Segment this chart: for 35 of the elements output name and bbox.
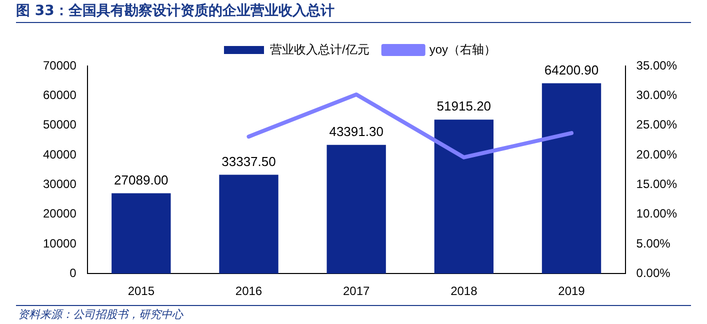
- bar: [326, 144, 386, 274]
- text: 资料来源：公司招股书，研究中心: [18, 307, 183, 322]
- chart-title: 图 33：全国具有勘察设计资质的企业营业收入总计: [16, 2, 334, 20]
- y2-tick-label: 30.00%: [636, 88, 678, 102]
- y-tick-label: 40000: [42, 147, 77, 162]
- y-tick-label: 20000: [42, 206, 77, 221]
- x-tick-label: 2017: [342, 284, 370, 298]
- bar: [542, 83, 602, 274]
- y-tick-label: 0: [70, 266, 77, 280]
- y2-tick-label: 5.00%: [636, 236, 671, 250]
- data-label: 64200.90: [544, 62, 599, 78]
- bar: [219, 174, 278, 274]
- y2-tick-label: 35.00%: [636, 58, 678, 72]
- y-tick-label: 70000: [42, 58, 77, 72]
- data-label: 51915.20: [436, 98, 492, 114]
- x-tick-label: 2018: [450, 284, 478, 298]
- legend-label: 营业收入总计/亿元: [270, 42, 370, 56]
- bar: [112, 193, 171, 274]
- data-label: 33337.50: [222, 154, 276, 169]
- y2-tick-label: 10.00%: [636, 206, 678, 221]
- data-label: 43391.30: [329, 124, 384, 139]
- y-tick-label: 30000: [42, 176, 77, 191]
- x-tick-label: 2016: [235, 284, 262, 298]
- y2-tick-label: 20.00%: [636, 147, 678, 162]
- y-tick-label: 10000: [42, 236, 77, 250]
- x-tick-label: 2015: [128, 284, 155, 298]
- y-tick-label: 50000: [42, 118, 77, 132]
- legend-label: yoy（右轴）: [429, 42, 496, 56]
- y2-tick-label: 0.00%: [636, 266, 671, 280]
- x-tick-label: 2019: [558, 284, 586, 298]
- y2-tick-label: 15.00%: [636, 176, 678, 191]
- y2-tick-label: 25.00%: [636, 118, 678, 132]
- y-tick-label: 60000: [42, 88, 77, 102]
- bar: [434, 120, 494, 274]
- data-label: 27089.00: [114, 172, 168, 188]
